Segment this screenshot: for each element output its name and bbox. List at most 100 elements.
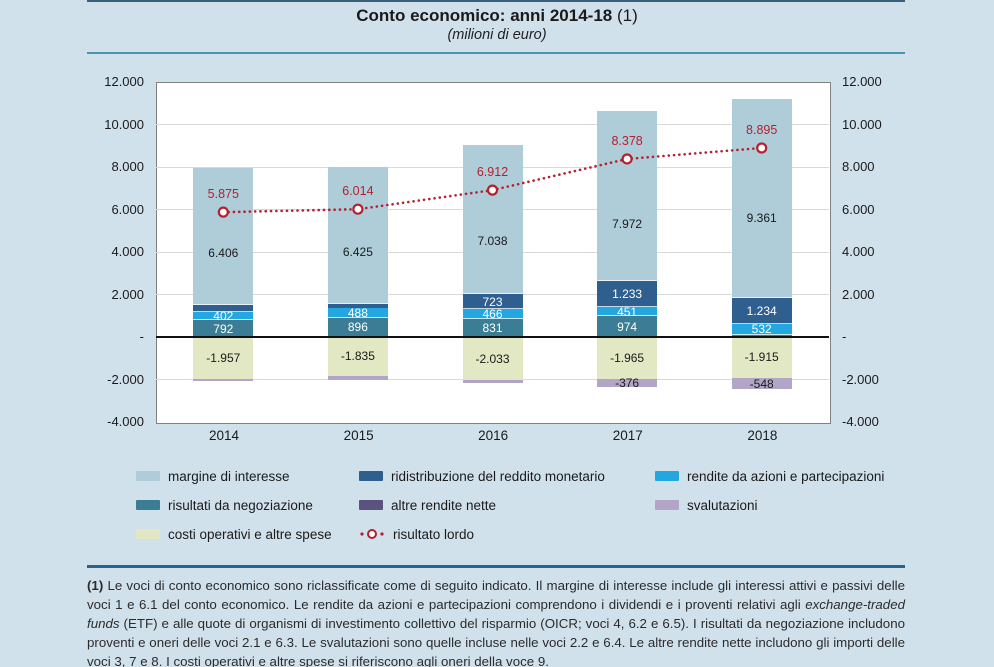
chart-subtitle: (milioni di euro)	[447, 27, 547, 43]
title-divider	[87, 52, 905, 54]
bar-value-label: -1.835	[340, 349, 375, 364]
bar-value-label: 831	[482, 321, 503, 336]
x-axis-category-label: 2018	[747, 428, 778, 443]
bar-segment-svalutazioni	[193, 378, 254, 381]
legend-item-costi-operativi-e-altre-spese: costi operativi e altre spese	[136, 526, 332, 542]
legend-label: altre rendite nette	[391, 497, 497, 513]
x-axis-category-label: 2017	[612, 428, 643, 443]
bar-value-label: -2.033	[475, 351, 510, 366]
bar-value-label: 466	[482, 307, 503, 322]
y-axis-tick-label-right: 12.000	[842, 74, 882, 89]
y-axis-tick-label-left: -	[139, 329, 144, 344]
y-axis-tick-label-left: -2.000	[107, 371, 144, 387]
bar-value-label: 451	[617, 304, 638, 319]
bar-segment-ridistribuzione-del-reddito-monetario	[193, 304, 254, 312]
line-value-label: 5.875	[207, 187, 239, 202]
legend-label: svalutazioni	[687, 497, 758, 513]
y-axis-tick-label-left: 2.000	[111, 286, 144, 302]
bar-segment-costi-operativi-e-altre-spese	[193, 337, 254, 379]
y-axis-tick-label-left: 4.000	[111, 244, 144, 259]
legend-item-margine-di-interesse: margine di interesse	[136, 468, 290, 484]
bar-segment-ridistribuzione-del-reddito-monetario	[462, 294, 523, 310]
bar-segment-rendite-da-azioni-e-partecipazioni	[327, 307, 388, 318]
bar-segment-svalutazioni	[327, 375, 388, 381]
legend-swatch-icon	[136, 500, 160, 510]
bar-value-label: 723	[482, 294, 503, 309]
footnote-marker: (1)	[87, 578, 104, 593]
legend-swatch-icon	[359, 471, 383, 481]
legend-label: costi operativi e altre spese	[168, 526, 332, 542]
chart-title-text: Conto economico: anni 2014-18	[356, 6, 613, 25]
x-axis-category-label: 2015	[343, 428, 374, 443]
legend-item-risultato-lordo: risultato lordo	[359, 526, 475, 542]
y-axis-tick-label-right: -4.000	[842, 414, 879, 429]
legend-item-rendite-da-azioni-e-partecipazioni: rendite da azioni e partecipazioni	[655, 468, 885, 484]
y-axis-tick-label-right: 2.000	[842, 286, 875, 302]
x-axis-category-label: 2014	[208, 428, 240, 443]
x-axis-category-label: 2016	[478, 428, 509, 443]
y-axis-tick-label-left: 8.000	[111, 159, 144, 174]
y-axis-tick-label-right: -	[842, 329, 847, 344]
bar-value-label: 488	[347, 305, 368, 320]
bar-value-label: 792	[213, 321, 234, 336]
zero-axis-line	[156, 336, 829, 338]
legend-label: ridistribuzione del reddito monetario	[391, 468, 605, 484]
y-axis-tick-label-right: 8.000	[842, 159, 875, 174]
y-axis-tick-label-right: 10.000	[842, 116, 882, 132]
footnote-divider	[87, 565, 905, 568]
bar-value-label: -548	[749, 376, 774, 391]
bar-value-label: 1.233	[612, 286, 643, 301]
legend-item-altre-rendite-nette: altre rendite nette	[359, 497, 497, 513]
bar-value-label: 6.425	[342, 245, 373, 259]
bar-segment-ridistribuzione-del-reddito-monetario	[731, 297, 792, 324]
figure-top-border	[87, 0, 905, 2]
bar-segment-rendite-da-azioni-e-partecipazioni	[193, 311, 254, 321]
bar-segment-ridistribuzione-del-reddito-monetario	[327, 303, 388, 308]
footnote-part2: (ETF) e alle quote di organismi di inves…	[87, 616, 905, 667]
legend-swatch-icon	[136, 529, 160, 539]
y-axis-tick-label-right: 4.000	[842, 244, 875, 259]
bar-segment-risultati-da-negoziazione	[462, 319, 523, 337]
bar-value-label: 1.234	[746, 303, 777, 318]
bar-value-label: 7.972	[612, 217, 643, 232]
y-axis-tick-label-left: 6.000	[111, 201, 144, 217]
bar-value-label: 7.038	[477, 233, 508, 248]
legend-item-ridistribuzione-del-reddito-monetario: ridistribuzione del reddito monetario	[359, 468, 605, 484]
bar-value-label: 974	[617, 319, 638, 334]
legend-label: rendite da azioni e partecipazioni	[687, 468, 885, 484]
footnote-italic-term: exchange-traded funds	[87, 597, 905, 631]
bar-segment-risultati-da-negoziazione	[597, 316, 658, 337]
bar-segment-rendite-da-azioni-e-partecipazioni	[597, 306, 658, 317]
bar-segment-svalutazioni	[597, 378, 658, 387]
legend-swatch-icon	[655, 500, 679, 510]
bar-segment-risultati-da-negoziazione	[193, 320, 254, 337]
bar-segment-ridistribuzione-del-reddito-monetario	[597, 280, 658, 307]
bar-segment-risultati-da-negoziazione	[327, 317, 388, 337]
line-value-label: 6.912	[476, 165, 509, 180]
footnote-text: (1) Le voci di conto economico sono ricl…	[87, 576, 905, 667]
bar-segment-rendite-da-azioni-e-partecipazioni	[731, 323, 792, 336]
legend-label: margine di interesse	[168, 468, 290, 484]
legend-item-risultati-da-negoziazione: risultati da negoziazione	[136, 497, 313, 513]
legend-label: risultati da negoziazione	[168, 497, 313, 513]
bar-segment-costi-operativi-e-altre-spese	[731, 337, 792, 378]
legend-label: risultato lordo	[393, 526, 475, 542]
bar-value-label: 402	[213, 308, 234, 323]
bar-segment-svalutazioni	[731, 377, 792, 390]
bar-value-label: 9.361	[746, 210, 777, 225]
plot-gridline	[156, 124, 829, 125]
legend-line-marker-icon	[360, 529, 384, 539]
bar-value-label: -1.915	[744, 350, 779, 365]
y-axis-tick-label-right: 6.000	[842, 201, 875, 217]
legend-swatch-icon	[359, 500, 383, 510]
bar-segment-costi-operativi-e-altre-spese	[597, 337, 658, 379]
y-axis-tick-label-left: 12.000	[104, 74, 144, 89]
chart-title: Conto economico: anni 2014-18 (1)	[0, 6, 994, 26]
line-value-label: 8.895	[746, 122, 778, 137]
y-axis-tick-label-left: 10.000	[104, 116, 144, 132]
line-value-label: 8.378	[611, 133, 643, 148]
y-axis-tick-label-left: -4.000	[107, 414, 144, 429]
bar-segment-svalutazioni	[462, 380, 523, 383]
bar-value-label: -1.965	[610, 350, 645, 365]
